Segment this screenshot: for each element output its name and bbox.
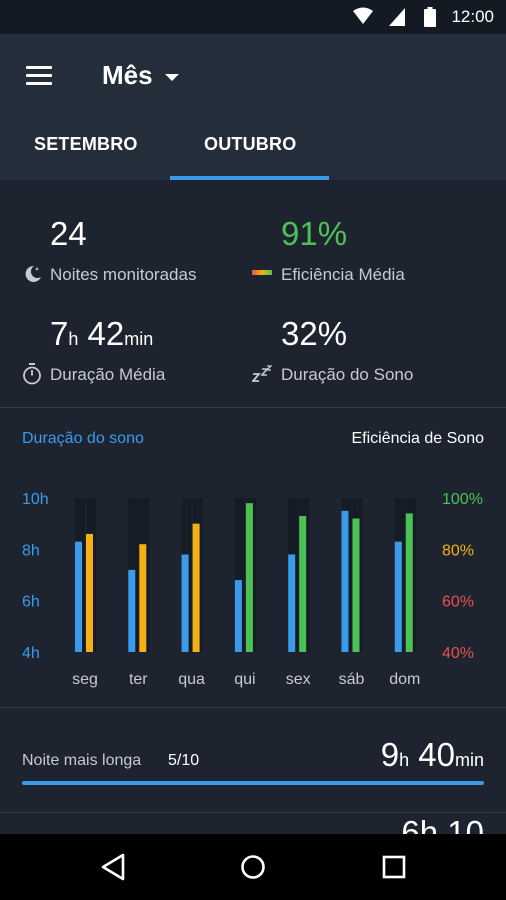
duration-bar[interactable] [234, 580, 242, 652]
right-tick-label: 40% [442, 645, 474, 662]
duration-hours: 7 [50, 315, 69, 352]
sleep-percent-value: 32% [281, 315, 348, 352]
longest-night-value: 9h 40min [381, 736, 484, 774]
divider [0, 407, 506, 408]
tab-setembro[interactable]: SETEMBRO [34, 134, 138, 154]
efficiency-bar[interactable] [192, 523, 200, 652]
right-tick-label: 100% [442, 491, 483, 508]
left-tick-label: 8h [22, 542, 40, 559]
stats-panel: 24 Noites monitoradas 91% Eficiência Méd… [0, 180, 506, 407]
category-label: sex [286, 671, 311, 688]
menu-icon[interactable] [26, 66, 52, 86]
recents-icon[interactable] [381, 852, 407, 882]
duration-bar[interactable] [128, 569, 136, 652]
right-tick-label: 80% [442, 542, 474, 559]
longest-night-hours-unit: h [399, 750, 410, 770]
left-tick-label: 6h [22, 594, 40, 611]
divider [0, 812, 506, 813]
right-tick-label: 60% [442, 594, 474, 611]
status-bar: 12:00 [0, 0, 506, 34]
stopwatch-icon [23, 363, 41, 385]
chart-efficiency-title[interactable]: Eficiência de Sono [351, 430, 484, 447]
wifi-icon [353, 7, 373, 24]
duration-bar[interactable] [288, 554, 296, 652]
signal-icon [389, 8, 405, 26]
sleep-percent-label: Duração do Sono [281, 365, 414, 384]
app-bar: Mês SETEMBRO OUTUBRO [0, 34, 506, 180]
duration-label: Duração Média [50, 365, 166, 384]
left-tick-label: 10h [22, 491, 49, 508]
duration-bar[interactable] [341, 510, 349, 652]
efficiency-bar[interactable] [299, 515, 307, 652]
efficiency-bar[interactable] [405, 513, 413, 652]
category-label: seg [72, 671, 98, 688]
efficiency-label: Eficiência Média [281, 265, 405, 284]
duration-bar[interactable] [75, 541, 82, 652]
caret-down-icon [164, 73, 179, 81]
left-tick-label: 4h [22, 645, 40, 662]
efficiency-bar[interactable] [352, 518, 360, 652]
page-title: Mês [102, 59, 153, 90]
duration-bar[interactable] [394, 541, 402, 652]
category-label: sáb [339, 671, 365, 688]
efficiency-value: 91% [281, 215, 348, 252]
next-row-partial: 6h 10 [0, 812, 506, 834]
efficiency-bar[interactable] [139, 544, 147, 652]
efficiency-bar[interactable] [86, 533, 93, 652]
category-label: dom [389, 671, 420, 688]
bar-track [234, 498, 245, 652]
efficiency-bar[interactable] [245, 503, 253, 652]
efficiency-gradient-icon [252, 270, 272, 275]
duration-bar[interactable] [181, 554, 189, 652]
duration-minutes: 42 [87, 315, 125, 352]
chart-duration-title[interactable]: Duração do sono [22, 430, 144, 447]
category-label: qui [234, 671, 255, 688]
nights-label: Noites monitoradas [50, 265, 197, 284]
home-icon[interactable] [240, 852, 266, 882]
period-dropdown[interactable]: Mês [102, 58, 179, 92]
longest-night-label: Noite mais longa [22, 752, 142, 769]
tab-selected-indicator [170, 176, 329, 180]
longest-night-hours: 9 [380, 736, 400, 773]
duration-minutes-unit: min [124, 329, 154, 349]
sleep-chart: 10h 8h 6h 4h 100% 80% 60% 40% seg ter qua qui sex s… [22, 491, 483, 688]
category-label: ter [129, 671, 148, 688]
duration-value: 7h 42min [50, 315, 153, 353]
back-icon[interactable] [100, 852, 126, 882]
longest-night-bar [22, 781, 484, 785]
longest-night-minutes-unit: min [454, 750, 484, 770]
nav-bar [0, 834, 506, 900]
zzz-icon [252, 365, 272, 382]
moon-icon [25, 265, 41, 282]
category-label: qua [178, 671, 205, 688]
longest-night-minutes: 40 [418, 736, 455, 773]
duration-hours-unit: h [68, 329, 79, 349]
tab-outubro[interactable]: OUTUBRO [204, 134, 297, 154]
nights-value: 24 [50, 215, 87, 252]
next-row-value: 6h 10 [401, 814, 484, 834]
battery-icon [424, 7, 436, 27]
longest-night-date: 5/10 [168, 752, 200, 769]
divider [0, 707, 506, 708]
status-time: 12:00 [451, 7, 494, 26]
